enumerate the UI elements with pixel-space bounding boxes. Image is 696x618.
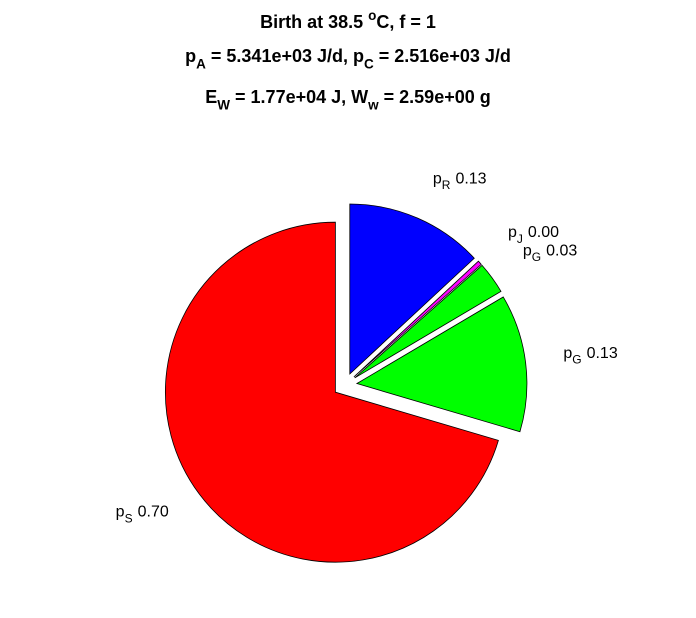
text-run: p [433, 170, 442, 187]
text-run: = 5.341e+03 J/d, p [206, 46, 364, 66]
text-run: p [563, 345, 572, 362]
value-label: 0.03 [546, 243, 577, 260]
text-run: p [116, 504, 125, 521]
text-run: E [205, 87, 217, 107]
value-label: 0.70 [138, 504, 169, 521]
text-run: p [185, 46, 196, 66]
text-run: = 2.59e+00 g [379, 87, 491, 107]
text-run: = 2.516e+03 J/d [374, 46, 511, 66]
supscript: o [368, 8, 376, 23]
text-run: C, f = 1 [376, 12, 436, 32]
subscript: G [532, 250, 541, 264]
subscript: w [367, 97, 379, 112]
subscript: G [572, 353, 581, 367]
subscript: W [217, 97, 230, 112]
pie-slice [354, 264, 502, 379]
text-run: p [508, 224, 517, 241]
text-run: p [523, 243, 532, 260]
value-label: 0.13 [587, 345, 618, 362]
slice-label: pS 0.70 [116, 504, 169, 526]
subscript: C [364, 56, 374, 71]
subscript: J [517, 232, 523, 246]
subscript: R [442, 178, 451, 192]
slice-label: pJ 0.00 [508, 224, 559, 246]
slice-label: pG 0.03 [523, 243, 577, 265]
text-run: = 1.77e+04 J, W [230, 87, 368, 107]
slice-label: pR 0.13 [433, 170, 487, 192]
pie-slice [349, 203, 475, 375]
chart-title: pA = 5.341e+03 J/d, pC = 2.516e+03 J/d [185, 46, 511, 71]
pie-slice [353, 260, 482, 378]
subscript: A [196, 56, 206, 71]
chart-title: Birth at 38.5 oC, f = 1 [260, 8, 436, 32]
value-label: 0.00 [528, 224, 559, 241]
slice-label: pG 0.13 [563, 345, 617, 367]
chart-title: EW = 1.77e+04 J, Ww = 2.59e+00 g [205, 87, 490, 112]
pie-slice [164, 221, 499, 563]
subscript: S [125, 511, 133, 525]
pie-slice [355, 296, 528, 433]
value-label: 0.13 [455, 170, 486, 187]
text-run: Birth at 38.5 [260, 12, 368, 32]
